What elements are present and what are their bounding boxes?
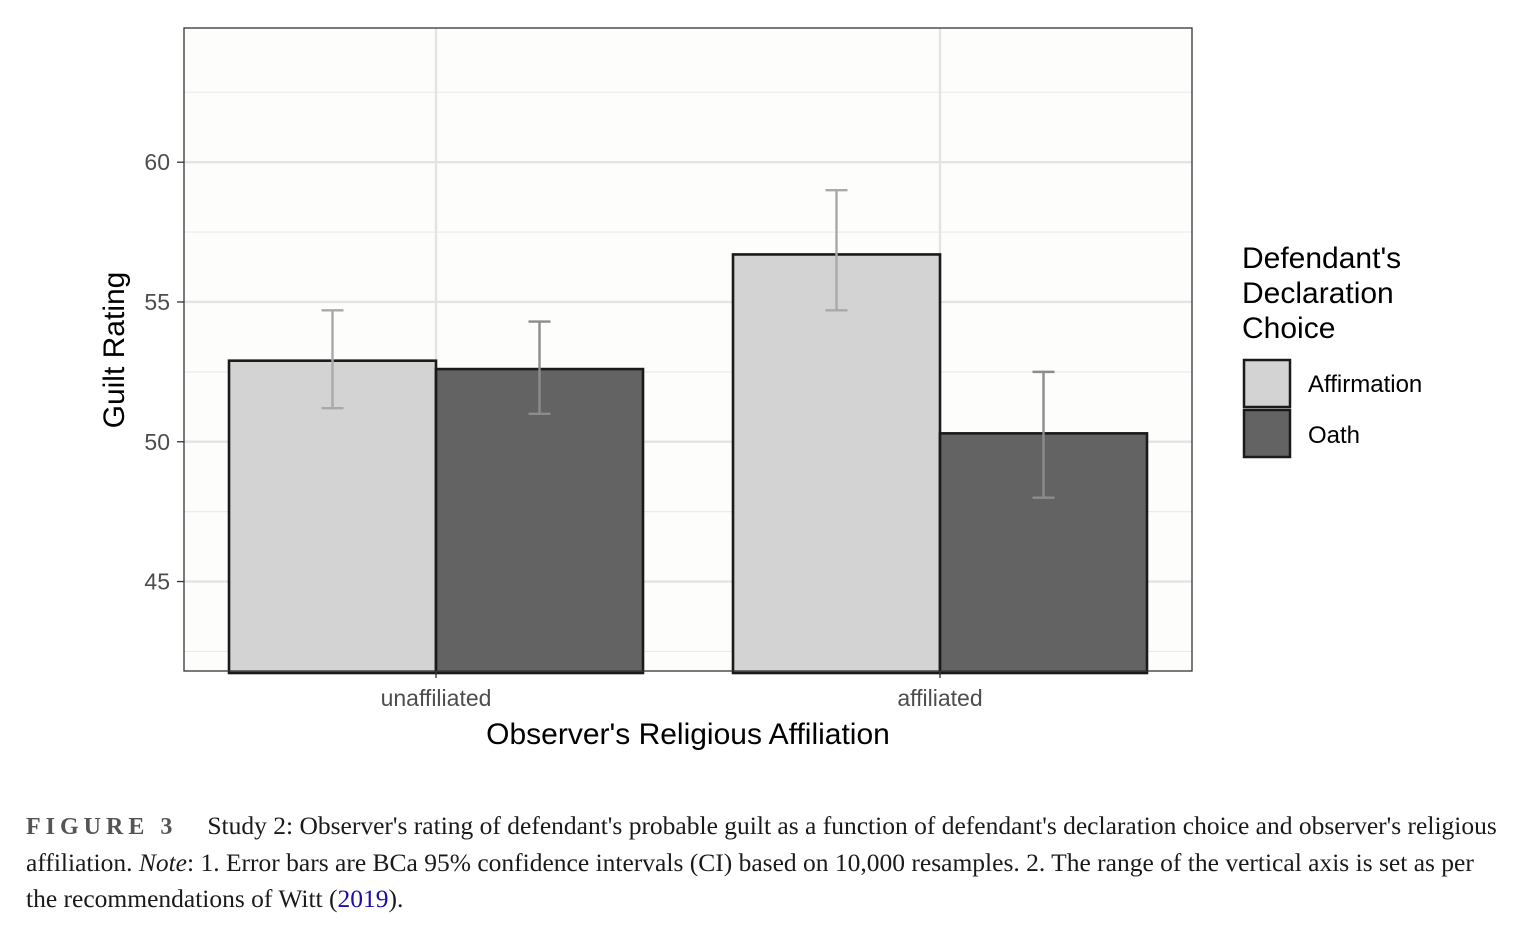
legend-title-line-2: Declaration — [1242, 277, 1394, 310]
x-tick-label: unaffiliated — [381, 685, 492, 711]
legend-title: Defendant's Declaration Choice — [1242, 242, 1410, 345]
y-axis-title: Guilt Rating — [98, 272, 131, 429]
bar — [731, 253, 942, 675]
y-tick-label: 55 — [144, 289, 170, 315]
legend-key-affirmation — [1242, 358, 1292, 409]
y-tick-label: 45 — [144, 569, 170, 595]
bars — [227, 253, 1149, 675]
y-tick-label: 60 — [144, 149, 170, 175]
figure-label: FIGURE 3 — [26, 814, 178, 840]
legend-title-line-3: Choice — [1242, 312, 1335, 345]
legend: Defendant's Declaration Choice Affirmati… — [1242, 242, 1422, 459]
caption-note-label: Note — [138, 848, 188, 877]
y-tick-label: 50 — [144, 429, 170, 455]
caption-text-1: Study 2: Observer's rating of defendant'… — [26, 811, 1497, 877]
citation-link[interactable]: 2019 — [337, 884, 389, 913]
legend-label-affirmation: Affirmation — [1308, 371, 1422, 398]
caption-text-2: : 1. Error bars are BCa 95% confidence i… — [26, 848, 1474, 913]
chart: 45 50 55 60 unaffiliated affiliated Observer… — [98, 27, 1422, 751]
error-bars — [321, 188, 1055, 499]
bar — [434, 367, 645, 675]
x-tick-label: affiliated — [897, 685, 982, 711]
x-axis: unaffiliated affiliated — [381, 671, 983, 711]
x-axis-title: Observer's Religious Affiliation — [486, 718, 890, 751]
legend-title-line-1: Defendant's — [1242, 242, 1401, 275]
y-axis: 45 50 55 60 — [144, 149, 184, 595]
legend-key-oath — [1242, 408, 1292, 459]
figure-caption: FIGURE 3 Study 2: Observer's rating of de… — [26, 808, 1501, 917]
caption-text-3: ). — [388, 884, 404, 913]
plot-border — [183, 27, 1193, 672]
legend-label-oath: Oath — [1308, 422, 1360, 449]
